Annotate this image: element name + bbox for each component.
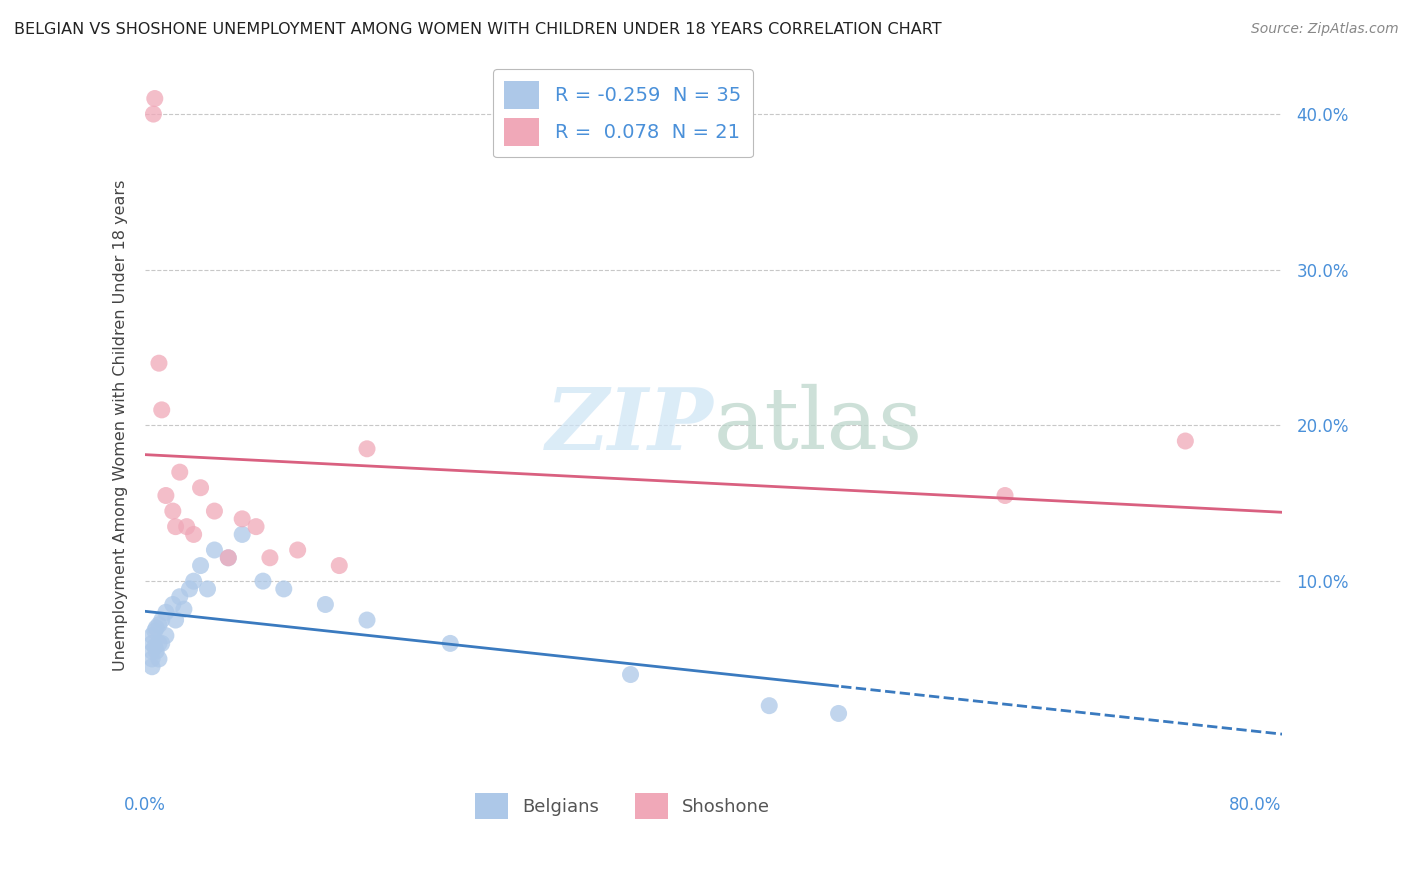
Point [141, 629, 163, 643]
Point [150, 636, 173, 650]
Point [619, 667, 641, 681]
Point [165, 613, 187, 627]
Point [143, 640, 166, 654]
Point [204, 543, 226, 558]
Point [148, 617, 170, 632]
Point [141, 636, 163, 650]
Point [148, 356, 170, 370]
Text: atlas: atlas [714, 384, 922, 467]
Point [145, 644, 167, 658]
Point [231, 527, 253, 541]
Point [155, 605, 177, 619]
Point [245, 519, 267, 533]
Point [145, 621, 167, 635]
Text: BELGIAN VS SHOSHONE UNEMPLOYMENT AMONG WOMEN WITH CHILDREN UNDER 18 YEARS CORREL: BELGIAN VS SHOSHONE UNEMPLOYMENT AMONG W… [14, 22, 942, 37]
Point [287, 543, 309, 558]
Point [155, 488, 177, 502]
Point [758, 698, 780, 713]
Point [356, 442, 378, 456]
Point [1174, 434, 1197, 448]
Point [162, 504, 184, 518]
Point [148, 636, 170, 650]
Point [179, 582, 201, 596]
Text: ZIP: ZIP [546, 384, 714, 467]
Point [217, 550, 239, 565]
Point [150, 403, 173, 417]
Point [190, 481, 212, 495]
Point [150, 613, 173, 627]
Point [252, 574, 274, 588]
Point [314, 598, 336, 612]
Point [162, 598, 184, 612]
Point [141, 652, 163, 666]
Legend: Belgians, Shoshone: Belgians, Shoshone [468, 786, 778, 826]
Text: Source: ZipAtlas.com: Source: ZipAtlas.com [1251, 22, 1399, 37]
Point [142, 107, 165, 121]
Point [197, 582, 219, 596]
Point [259, 550, 281, 565]
Point [176, 519, 198, 533]
Point [141, 659, 163, 673]
Point [155, 629, 177, 643]
Point [994, 488, 1017, 502]
Point [217, 550, 239, 565]
Point [183, 527, 205, 541]
Point [356, 613, 378, 627]
Point [328, 558, 350, 573]
Point [827, 706, 849, 721]
Point [169, 465, 191, 479]
Point [148, 652, 170, 666]
Point [273, 582, 295, 596]
Point [204, 504, 226, 518]
Point [183, 574, 205, 588]
Point [165, 519, 187, 533]
Point [439, 636, 461, 650]
Y-axis label: Unemployment Among Women with Children Under 18 years: Unemployment Among Women with Children U… [114, 180, 128, 671]
Point [141, 644, 163, 658]
Point [173, 602, 195, 616]
Point [231, 512, 253, 526]
Point [169, 590, 191, 604]
Point [190, 558, 212, 573]
Point [143, 91, 166, 105]
Point [143, 624, 166, 638]
